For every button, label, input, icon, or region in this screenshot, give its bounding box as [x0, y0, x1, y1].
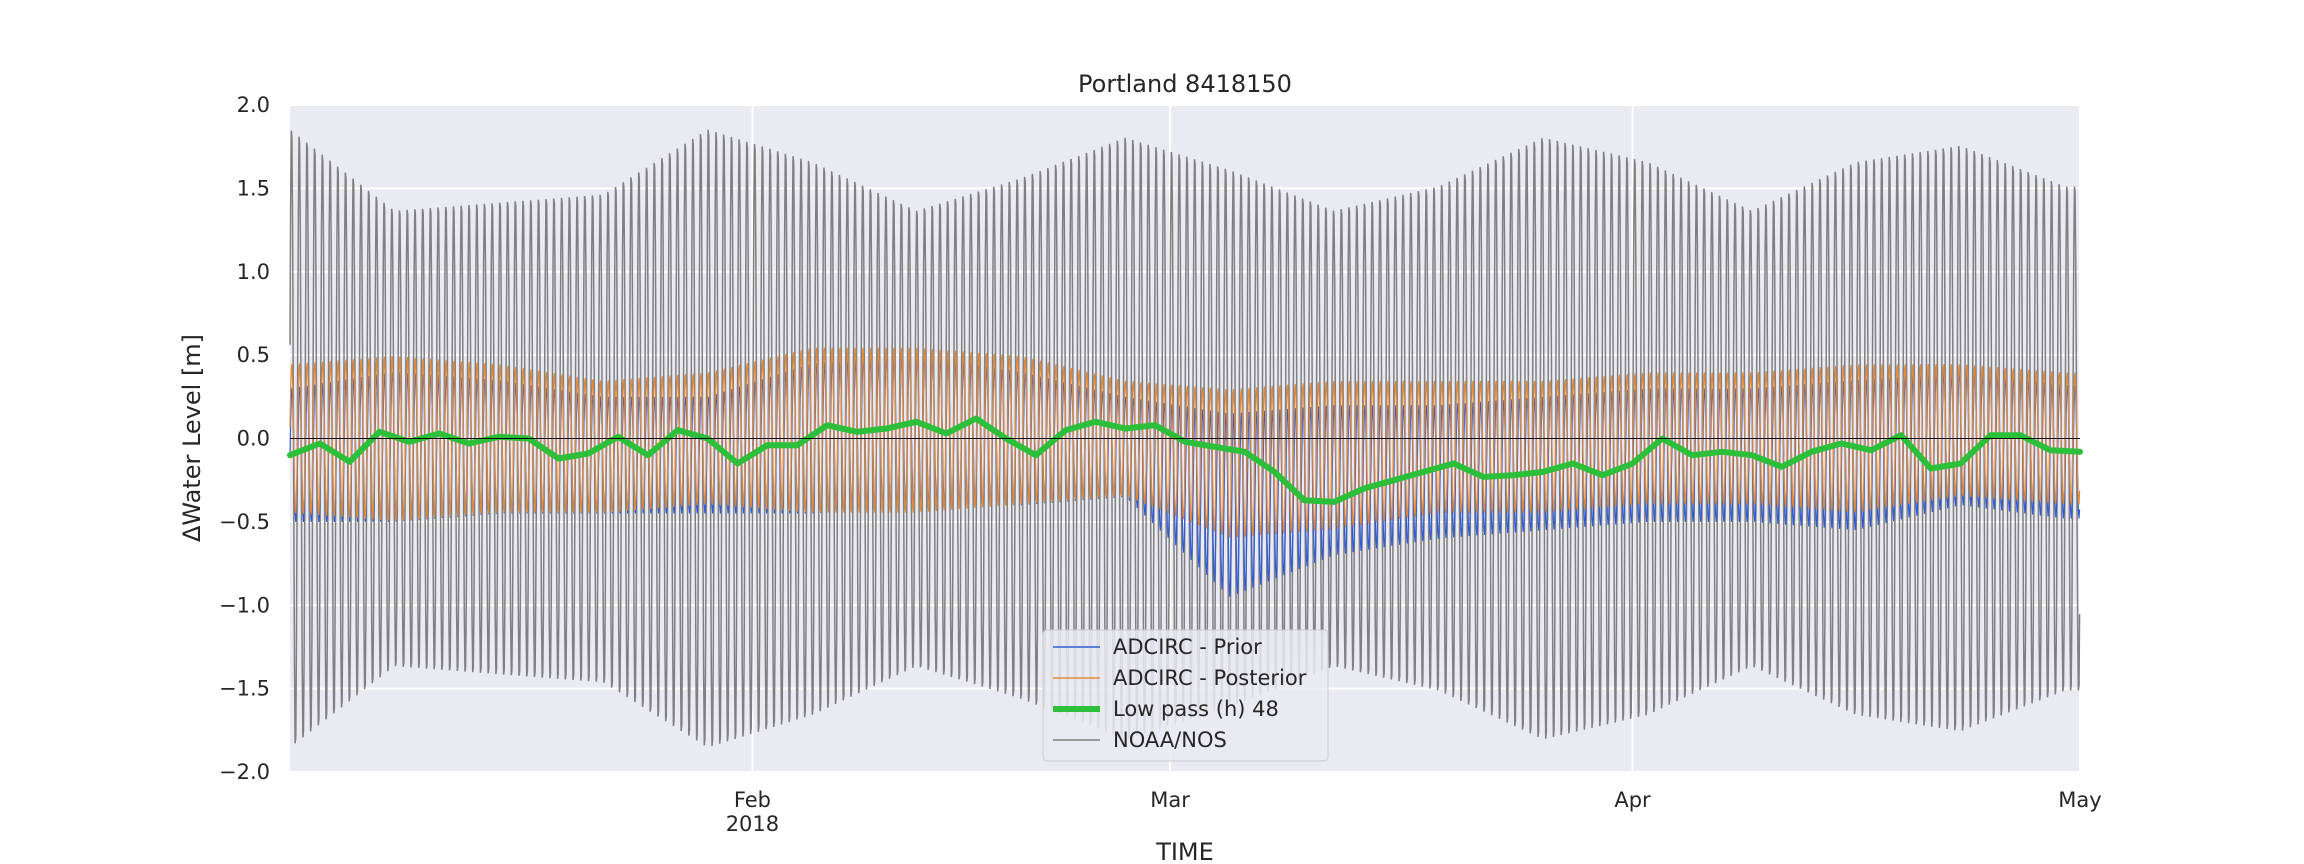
y-axis: 2.0 1.5 1.0 0.5 0.0 −0.5 −1.0 −1.5 −2.0	[219, 93, 270, 784]
y-tick-label: 0.0	[237, 427, 270, 451]
y-tick-label: 1.5	[237, 176, 270, 200]
series-adcirc-posterior	[289, 347, 2081, 538]
y-tick-label: −1.5	[219, 677, 270, 701]
series-low-pass	[287, 415, 2083, 505]
legend-label: ADCIRC - Posterior	[1113, 666, 1307, 690]
plot-area	[287, 129, 2083, 747]
x-tick-sublabel: 2018	[726, 812, 779, 836]
y-tick-label: −2.0	[219, 760, 270, 784]
y-tick-label: 2.0	[237, 93, 270, 117]
x-tick-label: Feb	[734, 788, 771, 812]
legend: ADCIRC - Prior ADCIRC - Posterior Low pass…	[1042, 629, 1329, 762]
x-tick-label: Apr	[1614, 788, 1651, 812]
legend-box	[1042, 629, 1329, 762]
x-tick-label: May	[2058, 788, 2101, 812]
y-tick-label: −1.0	[219, 593, 270, 617]
legend-label: Low pass (h) 48	[1113, 697, 1279, 721]
y-axis-label: ΔWater Level [m]	[178, 334, 206, 542]
chart-title: Portland 8418150	[1078, 70, 1292, 98]
legend-label: NOAA/NOS	[1113, 728, 1227, 752]
y-tick-label: 1.0	[237, 260, 270, 284]
y-tick-label: −0.5	[219, 510, 270, 534]
legend-label: ADCIRC - Prior	[1113, 635, 1262, 659]
y-tick-label: 0.5	[237, 343, 270, 367]
x-tick-label: Mar	[1150, 788, 1190, 812]
x-axis-label: TIME	[1155, 838, 1214, 864]
